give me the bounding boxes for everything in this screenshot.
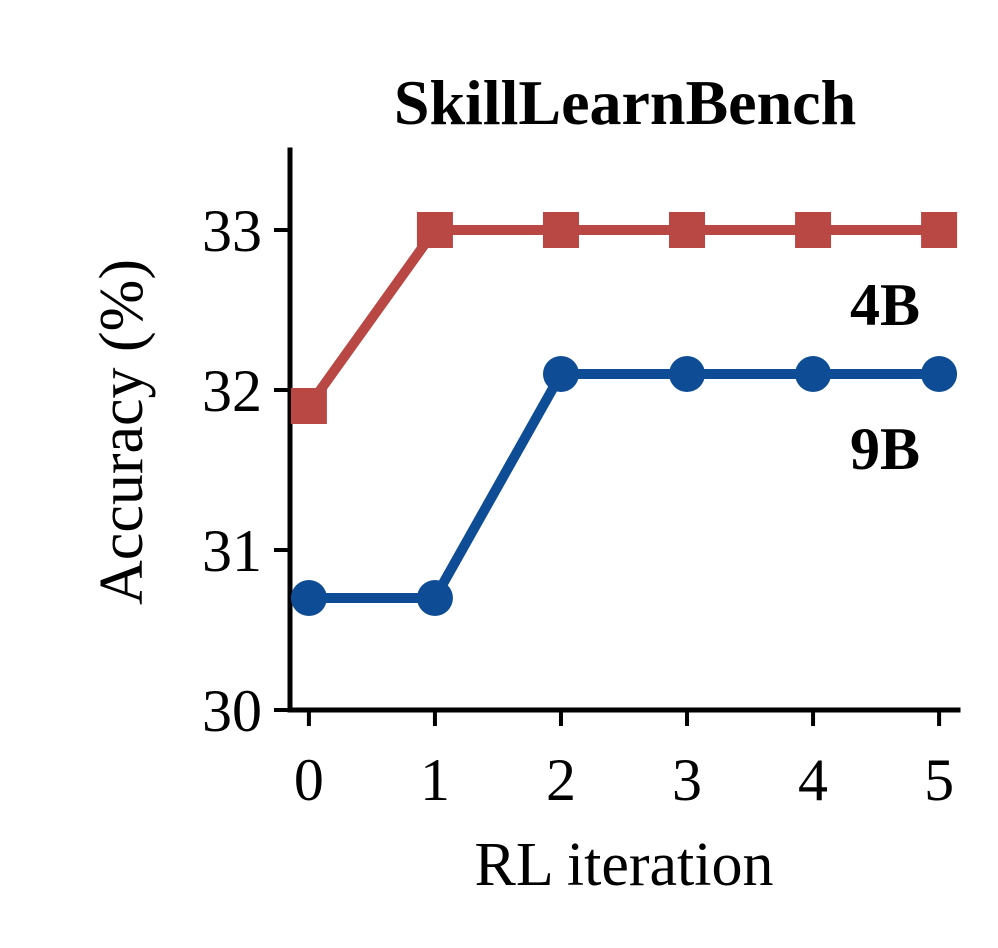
y-tick-label: 32 <box>202 358 262 424</box>
series-labels: 4B 9B <box>850 272 920 482</box>
tick-labels: 0 1 2 3 4 5 30 31 32 33 <box>202 198 954 813</box>
data-point-4B <box>290 388 327 424</box>
series-label-4B: 4B <box>850 272 920 338</box>
data-point-4B <box>669 212 706 248</box>
data-point-9B <box>290 580 327 616</box>
data-point-9B <box>416 580 453 616</box>
series-label-9B: 9B <box>850 416 920 482</box>
axes <box>274 147 961 726</box>
x-tick-label: 2 <box>546 747 576 813</box>
x-tick-label: 3 <box>672 747 702 813</box>
data-point-9B <box>669 356 706 392</box>
y-tick-label: 33 <box>202 198 262 264</box>
data-point-4B <box>795 212 832 248</box>
data-point-9B <box>795 356 832 392</box>
x-axis-label: RL iteration <box>474 831 773 899</box>
series-line-9B <box>303 369 945 603</box>
data-point-9B <box>921 356 958 392</box>
y-tick-label: 31 <box>202 518 262 584</box>
data-point-4B <box>921 212 958 248</box>
series-layer <box>290 212 958 616</box>
y-tick-label: 30 <box>202 678 262 744</box>
data-point-4B <box>542 212 579 248</box>
chart-title: SkillLearnBench <box>394 67 856 138</box>
series-line-4B <box>303 225 945 411</box>
x-tick-label: 4 <box>798 747 828 813</box>
x-tick-label: 1 <box>420 747 450 813</box>
x-tick-label: 0 <box>294 747 324 813</box>
y-axis-label: Accuracy (%) <box>88 259 156 605</box>
data-point-4B <box>416 212 453 248</box>
x-tick-label: 5 <box>924 747 954 813</box>
data-point-9B <box>542 356 579 392</box>
